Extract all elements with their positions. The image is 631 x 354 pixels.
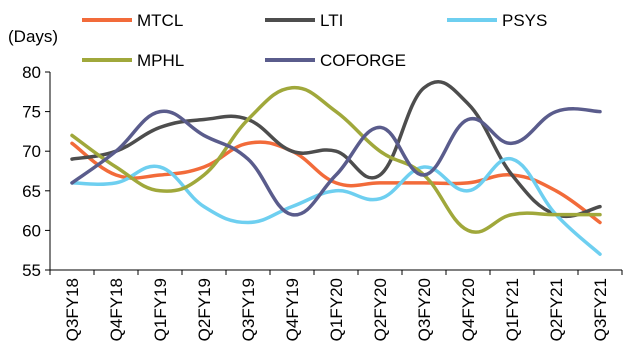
y-tick-label: 80 bbox=[22, 63, 41, 82]
x-tick-label: Q4FY18 bbox=[107, 278, 126, 341]
legend-label-psys: PSYS bbox=[502, 11, 547, 30]
y-axis-label: (Days) bbox=[8, 27, 58, 46]
x-tick-label: Q1FY21 bbox=[503, 278, 522, 341]
chart-series bbox=[70, 80, 602, 256]
x-tick-label: Q1FY20 bbox=[327, 278, 346, 341]
series-line-coforge bbox=[70, 107, 602, 217]
x-tick-label: Q2FY21 bbox=[547, 278, 566, 341]
x-tick-label: Q3FY18 bbox=[63, 278, 82, 341]
legend-label-lti: LTI bbox=[320, 11, 343, 30]
x-tick-label: Q1FY19 bbox=[151, 278, 170, 341]
x-tick-label: Q3FY20 bbox=[415, 278, 434, 341]
series-line-lti bbox=[70, 80, 602, 218]
x-tick-label: Q3FY21 bbox=[591, 278, 610, 341]
legend-label-coforge: COFORGE bbox=[320, 51, 406, 70]
y-axis-ticks: 55 60 65 70 75 80 bbox=[22, 63, 50, 280]
y-tick-label: 60 bbox=[22, 221, 41, 240]
y-tick-label: 65 bbox=[22, 182, 41, 201]
y-tick-label: 75 bbox=[22, 103, 41, 122]
x-tick-label: Q3FY19 bbox=[239, 278, 258, 341]
x-tick-label: Q4FY19 bbox=[283, 278, 302, 341]
series-line-mphl bbox=[70, 86, 602, 234]
x-tick-label: Q4FY20 bbox=[459, 278, 478, 341]
x-axis-ticks: Q3FY18 Q4FY18 Q1FY19 Q2FY19 Q3FY19 Q4FY19 Q1FY… bbox=[49, 270, 623, 341]
x-tick-label: Q2FY20 bbox=[371, 278, 390, 341]
x-tick-label: Q2FY19 bbox=[195, 278, 214, 341]
y-tick-label: 55 bbox=[22, 261, 41, 280]
series-line-mtcl bbox=[70, 140, 602, 225]
y-tick-label: 70 bbox=[22, 142, 41, 161]
legend-label-mtcl: MTCL bbox=[137, 11, 183, 30]
legend-label-mphl: MPHL bbox=[137, 51, 184, 70]
chart-legend: MTCL LTI PSYS MPHL COFORGE bbox=[82, 11, 547, 70]
series-line-psys bbox=[70, 157, 602, 256]
